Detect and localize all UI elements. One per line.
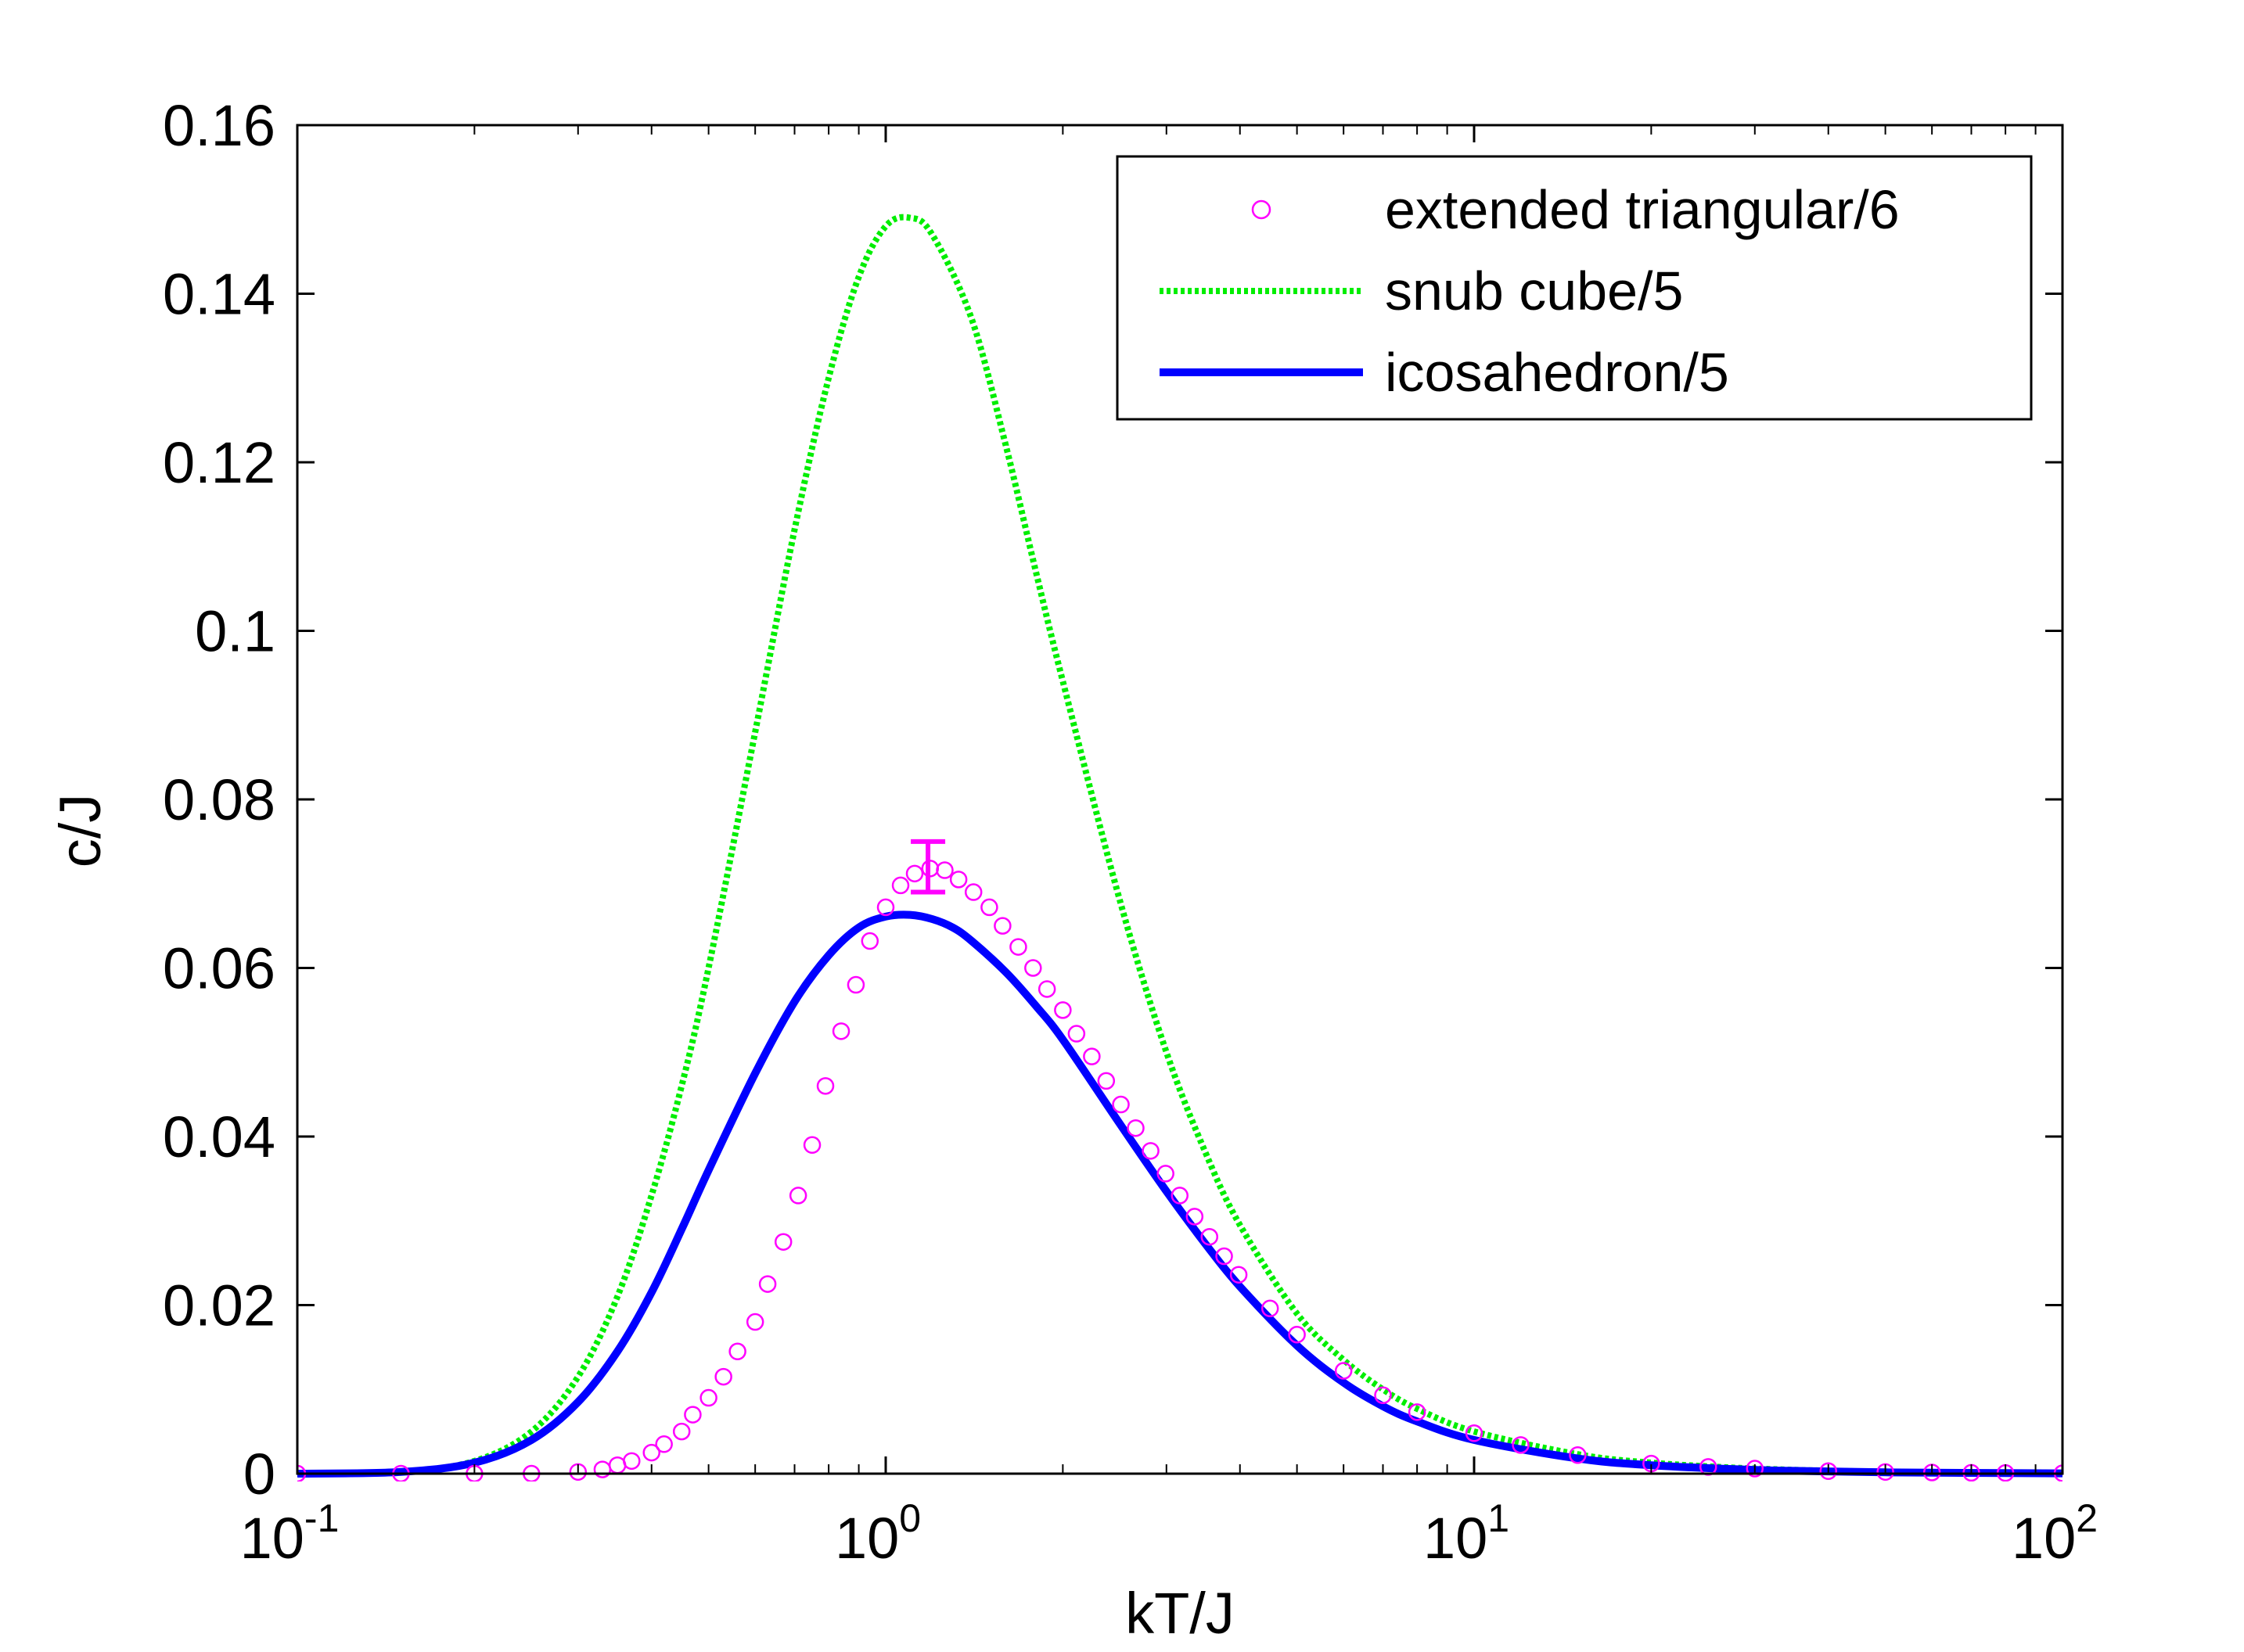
data-point bbox=[1200, 1227, 1219, 1246]
x-tick-label: 100 bbox=[835, 1496, 921, 1571]
data-point bbox=[1374, 1386, 1392, 1405]
data-point bbox=[1746, 1460, 1764, 1478]
y-tick-label: 0.12 bbox=[163, 430, 275, 495]
data-point bbox=[1260, 1299, 1279, 1318]
data-point bbox=[1097, 1072, 1116, 1090]
legend-label: icosahedron/5 bbox=[1385, 342, 1729, 403]
y-tick-label: 0.06 bbox=[163, 936, 275, 1001]
data-point bbox=[1037, 980, 1056, 998]
data-point bbox=[1067, 1025, 1086, 1043]
legend-label: extended triangular/6 bbox=[1385, 179, 1900, 240]
data-point bbox=[714, 1367, 732, 1386]
data-point bbox=[569, 1463, 588, 1481]
data-point bbox=[642, 1443, 660, 1462]
data-point bbox=[1334, 1362, 1353, 1380]
data-point bbox=[876, 898, 895, 917]
x-tick-label: 102 bbox=[2012, 1496, 2098, 1571]
data-point bbox=[994, 917, 1012, 935]
series-icosahedron-line bbox=[297, 910, 2062, 1478]
data-point bbox=[1465, 1424, 1483, 1442]
legend-marker-circle bbox=[1251, 199, 1271, 220]
data-point bbox=[905, 864, 924, 883]
data-point bbox=[1054, 1001, 1072, 1019]
data-point bbox=[1512, 1436, 1530, 1454]
y-tick-label: 0.04 bbox=[163, 1104, 275, 1169]
data-point bbox=[1215, 1247, 1233, 1266]
data-point bbox=[1408, 1403, 1426, 1421]
data-point bbox=[861, 932, 879, 950]
data-point bbox=[774, 1233, 793, 1251]
legend: extended triangular/6 snub cube/5 icosahed… bbox=[1116, 155, 2033, 421]
y-tick-label: 0.08 bbox=[163, 767, 275, 832]
data-point bbox=[1024, 959, 1042, 977]
data-point bbox=[672, 1422, 691, 1441]
y-axis-label: c/J bbox=[48, 794, 113, 868]
data-point bbox=[1083, 1047, 1101, 1065]
data-point bbox=[699, 1388, 717, 1407]
data-point bbox=[980, 898, 998, 917]
data-point bbox=[789, 1187, 807, 1205]
data-point bbox=[1288, 1325, 1306, 1344]
y-tick-label: 0.02 bbox=[163, 1273, 275, 1338]
data-point bbox=[1142, 1142, 1160, 1160]
data-point bbox=[816, 1077, 835, 1095]
data-point bbox=[1876, 1463, 1894, 1481]
data-point bbox=[1112, 1095, 1130, 1114]
legend-label: snub cube/5 bbox=[1385, 260, 1683, 321]
data-point bbox=[728, 1342, 746, 1361]
data-point bbox=[758, 1275, 777, 1293]
series-snub-cube-line bbox=[297, 214, 2062, 1477]
y-tick-label: 0 bbox=[243, 1442, 275, 1507]
data-point bbox=[1185, 1208, 1204, 1226]
y-tick-label: 0.1 bbox=[195, 599, 275, 664]
data-point bbox=[847, 975, 865, 994]
data-point bbox=[655, 1435, 673, 1453]
data-point bbox=[1009, 938, 1027, 956]
x-tick-label: 101 bbox=[1423, 1496, 1509, 1571]
data-point bbox=[623, 1452, 641, 1471]
y-tick-label: 0.14 bbox=[163, 262, 275, 327]
data-point bbox=[891, 876, 910, 895]
x-tick-label: 10-1 bbox=[240, 1496, 340, 1571]
data-point bbox=[803, 1136, 822, 1155]
ticks-layer: 0 0.02 0.04 0.06 0.08 0.1 0.12 0.14 0.16 10-1 100 1… bbox=[163, 93, 2098, 1571]
data-point bbox=[1156, 1165, 1174, 1183]
data-point bbox=[1819, 1462, 1837, 1481]
x-axis-label: kT/J bbox=[1125, 1581, 1235, 1646]
data-point bbox=[1229, 1266, 1248, 1284]
data-point bbox=[964, 883, 983, 901]
data-point bbox=[1171, 1187, 1189, 1205]
y-tick-label: 0.16 bbox=[163, 93, 275, 158]
data-point bbox=[949, 871, 968, 889]
data-point bbox=[1127, 1119, 1145, 1137]
data-point bbox=[832, 1022, 850, 1040]
data-point bbox=[746, 1313, 764, 1331]
data-point bbox=[936, 861, 954, 879]
data-point bbox=[684, 1406, 702, 1424]
data-point bbox=[1569, 1446, 1587, 1464]
